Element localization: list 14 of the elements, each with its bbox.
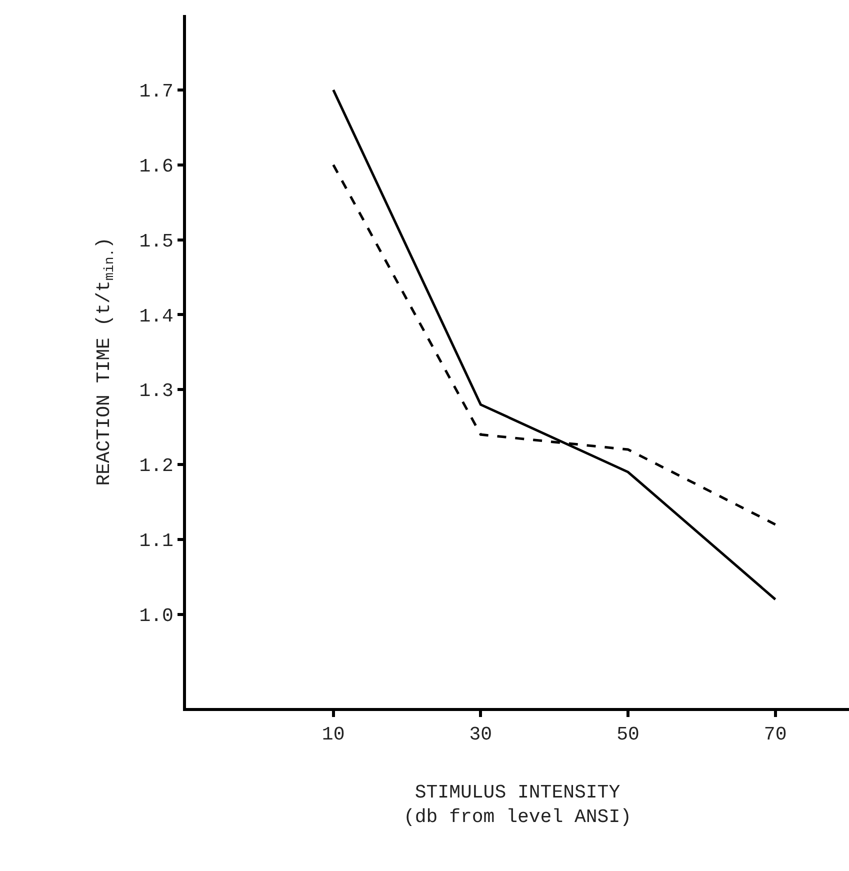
line-series	[332, 88, 777, 601]
y-tick-label: 1.3	[139, 380, 174, 402]
y-tick-label: 1.0	[139, 605, 174, 627]
x-tick-label: 50	[616, 724, 640, 746]
y-tick-label: 1.4	[139, 305, 174, 328]
y-tick-label: 1.2	[139, 455, 174, 478]
x-tick-label: 10	[322, 724, 345, 746]
y-tick-label: 1.1	[139, 530, 174, 552]
x-axis-title: STIMULUS INTENSITY (db from level ANSI)	[403, 781, 632, 828]
y-tick-label: 1.5	[139, 230, 174, 252]
y-tick-label: 1.6	[139, 155, 174, 178]
y-tick-label: 1.7	[139, 80, 174, 103]
x-tick-label: 30	[469, 724, 492, 746]
x-tick-label: 70	[764, 724, 787, 746]
